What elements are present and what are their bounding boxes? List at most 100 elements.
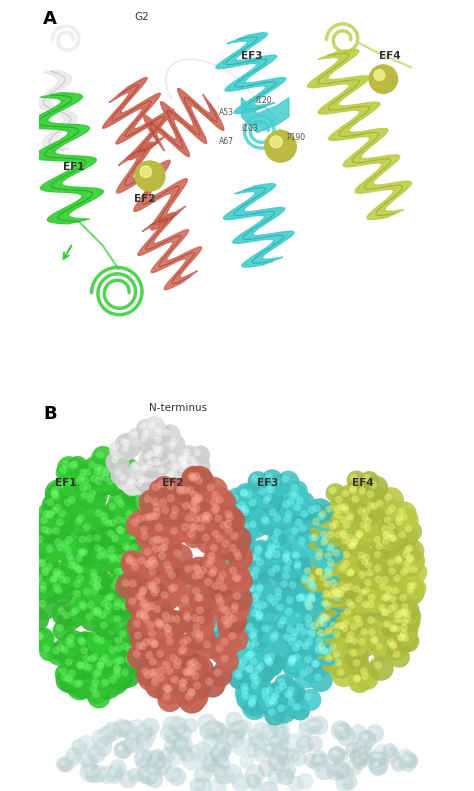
Circle shape [170,438,177,445]
Circle shape [76,574,84,582]
Circle shape [45,571,67,593]
Circle shape [192,505,201,513]
Circle shape [299,721,315,737]
Circle shape [264,486,273,494]
Circle shape [224,487,251,515]
Circle shape [186,653,209,676]
Circle shape [272,757,277,763]
Circle shape [215,593,223,602]
Circle shape [164,577,191,604]
Circle shape [231,494,238,502]
Circle shape [148,541,169,562]
Circle shape [184,468,209,494]
Circle shape [384,638,408,660]
Circle shape [396,748,413,766]
Circle shape [247,561,271,585]
Circle shape [337,728,356,746]
Circle shape [322,501,342,521]
Circle shape [129,550,156,577]
Circle shape [188,611,209,632]
Circle shape [395,619,419,642]
Circle shape [308,657,328,677]
Circle shape [215,644,223,652]
Circle shape [250,609,258,617]
Circle shape [275,685,283,693]
Circle shape [338,622,346,629]
Circle shape [206,486,231,510]
Circle shape [235,498,262,525]
Circle shape [130,543,138,551]
Circle shape [258,488,266,496]
Circle shape [312,508,336,532]
Circle shape [269,509,277,516]
Circle shape [150,640,158,648]
Circle shape [131,492,154,514]
Circle shape [129,626,137,634]
Circle shape [162,683,170,691]
Circle shape [304,718,321,734]
Circle shape [78,658,98,679]
Circle shape [143,513,151,521]
Circle shape [273,565,280,573]
Circle shape [296,623,304,631]
Circle shape [169,654,177,662]
Circle shape [280,617,287,624]
Circle shape [47,522,71,545]
Circle shape [219,613,245,639]
Circle shape [97,726,116,745]
Circle shape [156,501,181,525]
Circle shape [56,606,82,631]
Circle shape [183,636,191,644]
Circle shape [406,554,413,562]
Polygon shape [36,70,78,151]
Circle shape [96,451,104,459]
Circle shape [329,486,336,494]
Circle shape [155,524,163,532]
Circle shape [116,526,124,534]
Circle shape [266,745,272,751]
Circle shape [184,660,207,683]
Circle shape [274,762,290,778]
Circle shape [246,547,273,573]
Circle shape [84,468,91,476]
Circle shape [176,635,197,656]
Circle shape [262,624,270,632]
Circle shape [307,529,329,551]
Circle shape [158,618,185,645]
Circle shape [163,692,171,701]
Circle shape [262,687,269,695]
Circle shape [231,532,239,540]
Circle shape [199,636,222,659]
Circle shape [232,573,240,582]
Circle shape [389,534,396,542]
Circle shape [123,473,130,481]
Circle shape [400,751,416,768]
Circle shape [211,530,219,538]
Circle shape [77,549,85,557]
Circle shape [251,732,257,737]
Circle shape [77,514,85,522]
Circle shape [179,455,186,462]
Circle shape [241,691,249,699]
Circle shape [383,518,405,540]
Circle shape [367,502,375,509]
Circle shape [339,529,347,537]
Circle shape [80,603,87,611]
Circle shape [92,691,100,698]
Circle shape [128,659,136,667]
Circle shape [271,737,276,743]
Circle shape [397,604,418,626]
Circle shape [331,750,337,755]
Circle shape [374,536,381,543]
Circle shape [36,633,43,641]
Circle shape [27,559,35,567]
Circle shape [345,742,362,759]
Circle shape [151,644,176,669]
Circle shape [139,422,146,429]
Circle shape [112,495,136,519]
Circle shape [125,728,142,746]
Circle shape [187,656,214,683]
Circle shape [57,642,79,663]
Circle shape [410,581,417,589]
Text: EF3: EF3 [241,51,263,62]
